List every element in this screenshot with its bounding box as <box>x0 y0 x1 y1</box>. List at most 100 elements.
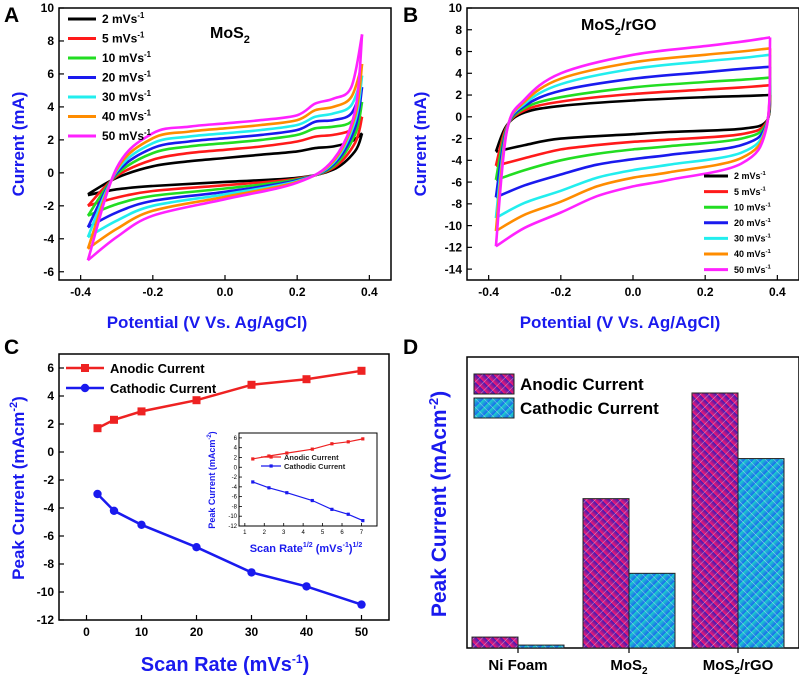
panel-a-curve-anodic-0 <box>87 132 363 196</box>
panel-d-bars <box>471 392 785 653</box>
panel-d-bar-anodic <box>471 636 519 649</box>
panel-c-ytick-label: -12 <box>37 613 55 627</box>
panel-c-inset-point <box>330 507 334 511</box>
panel-c-cathodic-point <box>302 582 311 591</box>
panel-a-xtick-label: -0.2 <box>142 285 163 299</box>
panel-letter-b: B <box>403 4 418 27</box>
panel-b-ytick-label: -6 <box>451 175 462 189</box>
panel-b-ytick-label: 0 <box>455 110 462 124</box>
panel-a-curve-anodic-5 <box>86 63 364 250</box>
panel-c-inset-ytick-label: 2 <box>234 455 238 461</box>
panel-a-legend-label: 5 mVs-1 <box>102 30 145 45</box>
panel-a-ytick-label: 6 <box>47 67 54 81</box>
panel-c-inset-point <box>346 512 350 516</box>
panel-a-ytick-label: -2 <box>43 199 54 213</box>
panel-c-inset-point <box>310 447 314 451</box>
panel-a-xtick-label: 0.4 <box>361 285 378 299</box>
panel-c-ytick-label: 2 <box>47 417 54 431</box>
panel-c-ytick-label: -8 <box>43 557 54 571</box>
panel-c-inset-point <box>251 457 255 461</box>
panel-c-inset-point <box>285 491 289 495</box>
panel-a-ytick-label: 8 <box>47 34 54 48</box>
panel-c-inset-xtick-label: 5 <box>321 530 325 536</box>
panel-b-curve-cathodic-3 <box>495 66 772 199</box>
panel-c-inset-legend-label: Cathodic Current <box>284 462 346 471</box>
panel-a-curve-cathodic-0 <box>87 132 364 197</box>
panel-a-curve-cathodic-1 <box>87 116 364 208</box>
panel-b-ytick-label: 8 <box>455 23 462 37</box>
panel-c-inset-ytick-label: -4 <box>232 485 238 491</box>
panel-c-ytick-label: -2 <box>43 473 54 487</box>
panel-c-inset-xtick-label: 2 <box>263 530 267 536</box>
panel-a-ticks: -0.4 -0.2 0.0 0.2 0.4 -6 -4 -2 0 2 4 6 8 10 <box>41 1 378 299</box>
panel-c-inset-xtick-label: 3 <box>282 530 286 536</box>
panel-a-curve-anodic-2 <box>86 101 364 217</box>
panel-d-legend-swatch <box>473 373 515 395</box>
panel-c-ytick-label: -6 <box>43 529 54 543</box>
panel-c-cathodic-point <box>247 568 256 577</box>
panel-d-ylabel: Peak Current (mAcm-2) <box>426 391 451 617</box>
panel-d-legend-label: Anodic Current <box>520 375 644 394</box>
panel-c-inset-ytick-label: 0 <box>234 465 238 471</box>
panel-c-inset-ytick-label: -2 <box>232 475 238 481</box>
panel-a-curve-anodic-6 <box>86 34 364 261</box>
panel-b-legend-label: 2 mVs-1 <box>734 171 766 181</box>
panel-c-xtick-label: 40 <box>300 625 314 639</box>
panel-c-inset-point <box>267 486 271 490</box>
panel-c-inset-legend-marker <box>269 464 273 468</box>
panel-d-bar-anodic <box>691 392 739 649</box>
panel-a-ylabel: Current (mA) <box>9 92 28 197</box>
panel-b-ytick-label: -4 <box>451 154 462 168</box>
panel-d-legend: Anodic Current Cathodic Current <box>473 373 659 419</box>
panel-d-category-label: MoS2/rGO <box>703 657 774 677</box>
panel-c-inset-ytick-label: -6 <box>232 495 238 501</box>
panel-c-inset-ylabel: Peak Current (mAcm-2) <box>207 431 217 528</box>
panel-c-anodic-point <box>93 424 102 433</box>
panel-a-xlabel: Potential (V Vs. Ag/AgCl) <box>107 313 308 332</box>
panel-a-ytick-label: 10 <box>41 1 55 15</box>
panel-b-curve-anodic-6 <box>494 36 771 247</box>
panel-d-bar-cathodic <box>517 644 565 649</box>
panel-d-categories: Ni Foam MoS2 MoS2/rGO <box>488 657 773 677</box>
panel-c-ylabel: Peak Current (mAcm-2) <box>8 396 28 580</box>
panel-c-xtick-label: 0 <box>83 625 90 639</box>
panel-c-legend-marker <box>81 364 89 372</box>
panel-c-xtick-label: 30 <box>245 625 259 639</box>
panel-c-anodic-point <box>110 415 118 424</box>
panel-a-ytick-label: -4 <box>43 232 54 246</box>
panel-d-bar-anodic <box>582 498 630 649</box>
panel-c-xtick-label: 20 <box>190 625 204 639</box>
panel-c-anodic-point <box>302 375 311 384</box>
panel-a-legend: 2 mVs-1 5 mVs-1 10 mVs-1 20 mVs-1 30 mVs-1 40… <box>68 11 152 143</box>
panel-c-xtick-label: 50 <box>355 625 369 639</box>
panel-c-anodic-point <box>357 366 366 375</box>
panel-c-legend-marker <box>80 383 90 393</box>
panel-c-inset-xtick-label: 7 <box>360 530 364 536</box>
panel-b-ylabel: Current (mA) <box>411 92 430 197</box>
panel-b-ytick-label: 2 <box>455 88 462 102</box>
panel-c-ytick-label: -4 <box>43 501 54 515</box>
panel-d-category-label: Ni Foam <box>488 657 547 674</box>
panel-c-anodic-point <box>247 380 256 389</box>
panel-c-cathodic-point <box>357 600 366 609</box>
panel-a-legend-label: 10 mVs-1 <box>102 50 152 65</box>
panel-a-ytick-label: -6 <box>43 265 54 279</box>
panel-b-legend-label: 10 mVs-1 <box>734 202 771 212</box>
panel-b-legend-label: 30 mVs-1 <box>734 234 771 244</box>
panel-b-xtick-label: 0.2 <box>697 285 714 299</box>
panel-d-bar-cathodic <box>737 458 785 649</box>
panel-b-cv-mos2-rgo: -0.4 -0.2 0.0 0.2 0.4 -14 -12 -10 -8 -6 -4 -2 0 2 4 6 8 1… <box>411 1 799 332</box>
panel-a-legend-label: 50 mVs-1 <box>102 128 152 143</box>
panel-a-legend-label: 20 mVs-1 <box>102 69 152 84</box>
panel-c-inset-point <box>346 440 350 444</box>
panel-b-ticks: -0.4 -0.2 0.0 0.2 0.4 -14 -12 -10 -8 -6 -4 -2 0 2 4 6 8 1… <box>445 1 786 299</box>
panel-d-legend-label: Cathodic Current <box>520 399 659 418</box>
panel-a-xtick-label: 0.2 <box>289 285 306 299</box>
panel-c-inset-ytick-label: 6 <box>234 436 238 442</box>
panel-c-anodic-point <box>137 407 146 416</box>
panel-a-curve-cathodic-6 <box>87 34 364 262</box>
panel-c-inset-frame <box>238 432 378 527</box>
panel-letter-c: C <box>4 336 19 359</box>
